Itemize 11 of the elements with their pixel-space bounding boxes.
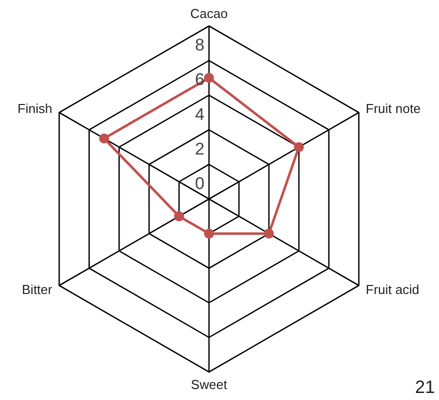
y-tick-label: 0 [195, 174, 204, 193]
spoke-label: Bitter [22, 282, 53, 298]
y-tick-label: 2 [195, 139, 204, 158]
spoke-label: Fruit acid [366, 282, 420, 298]
spoke-label: Sweet [190, 377, 228, 392]
spoke-label: Finish [18, 101, 52, 116]
spoke-label: Cacao [190, 6, 228, 21]
text: 21 [414, 377, 435, 398]
y-tick-label: 8 [195, 36, 204, 55]
y-tick-label: 4 [195, 104, 204, 124]
spoke-label: Fruit note [366, 101, 421, 116]
